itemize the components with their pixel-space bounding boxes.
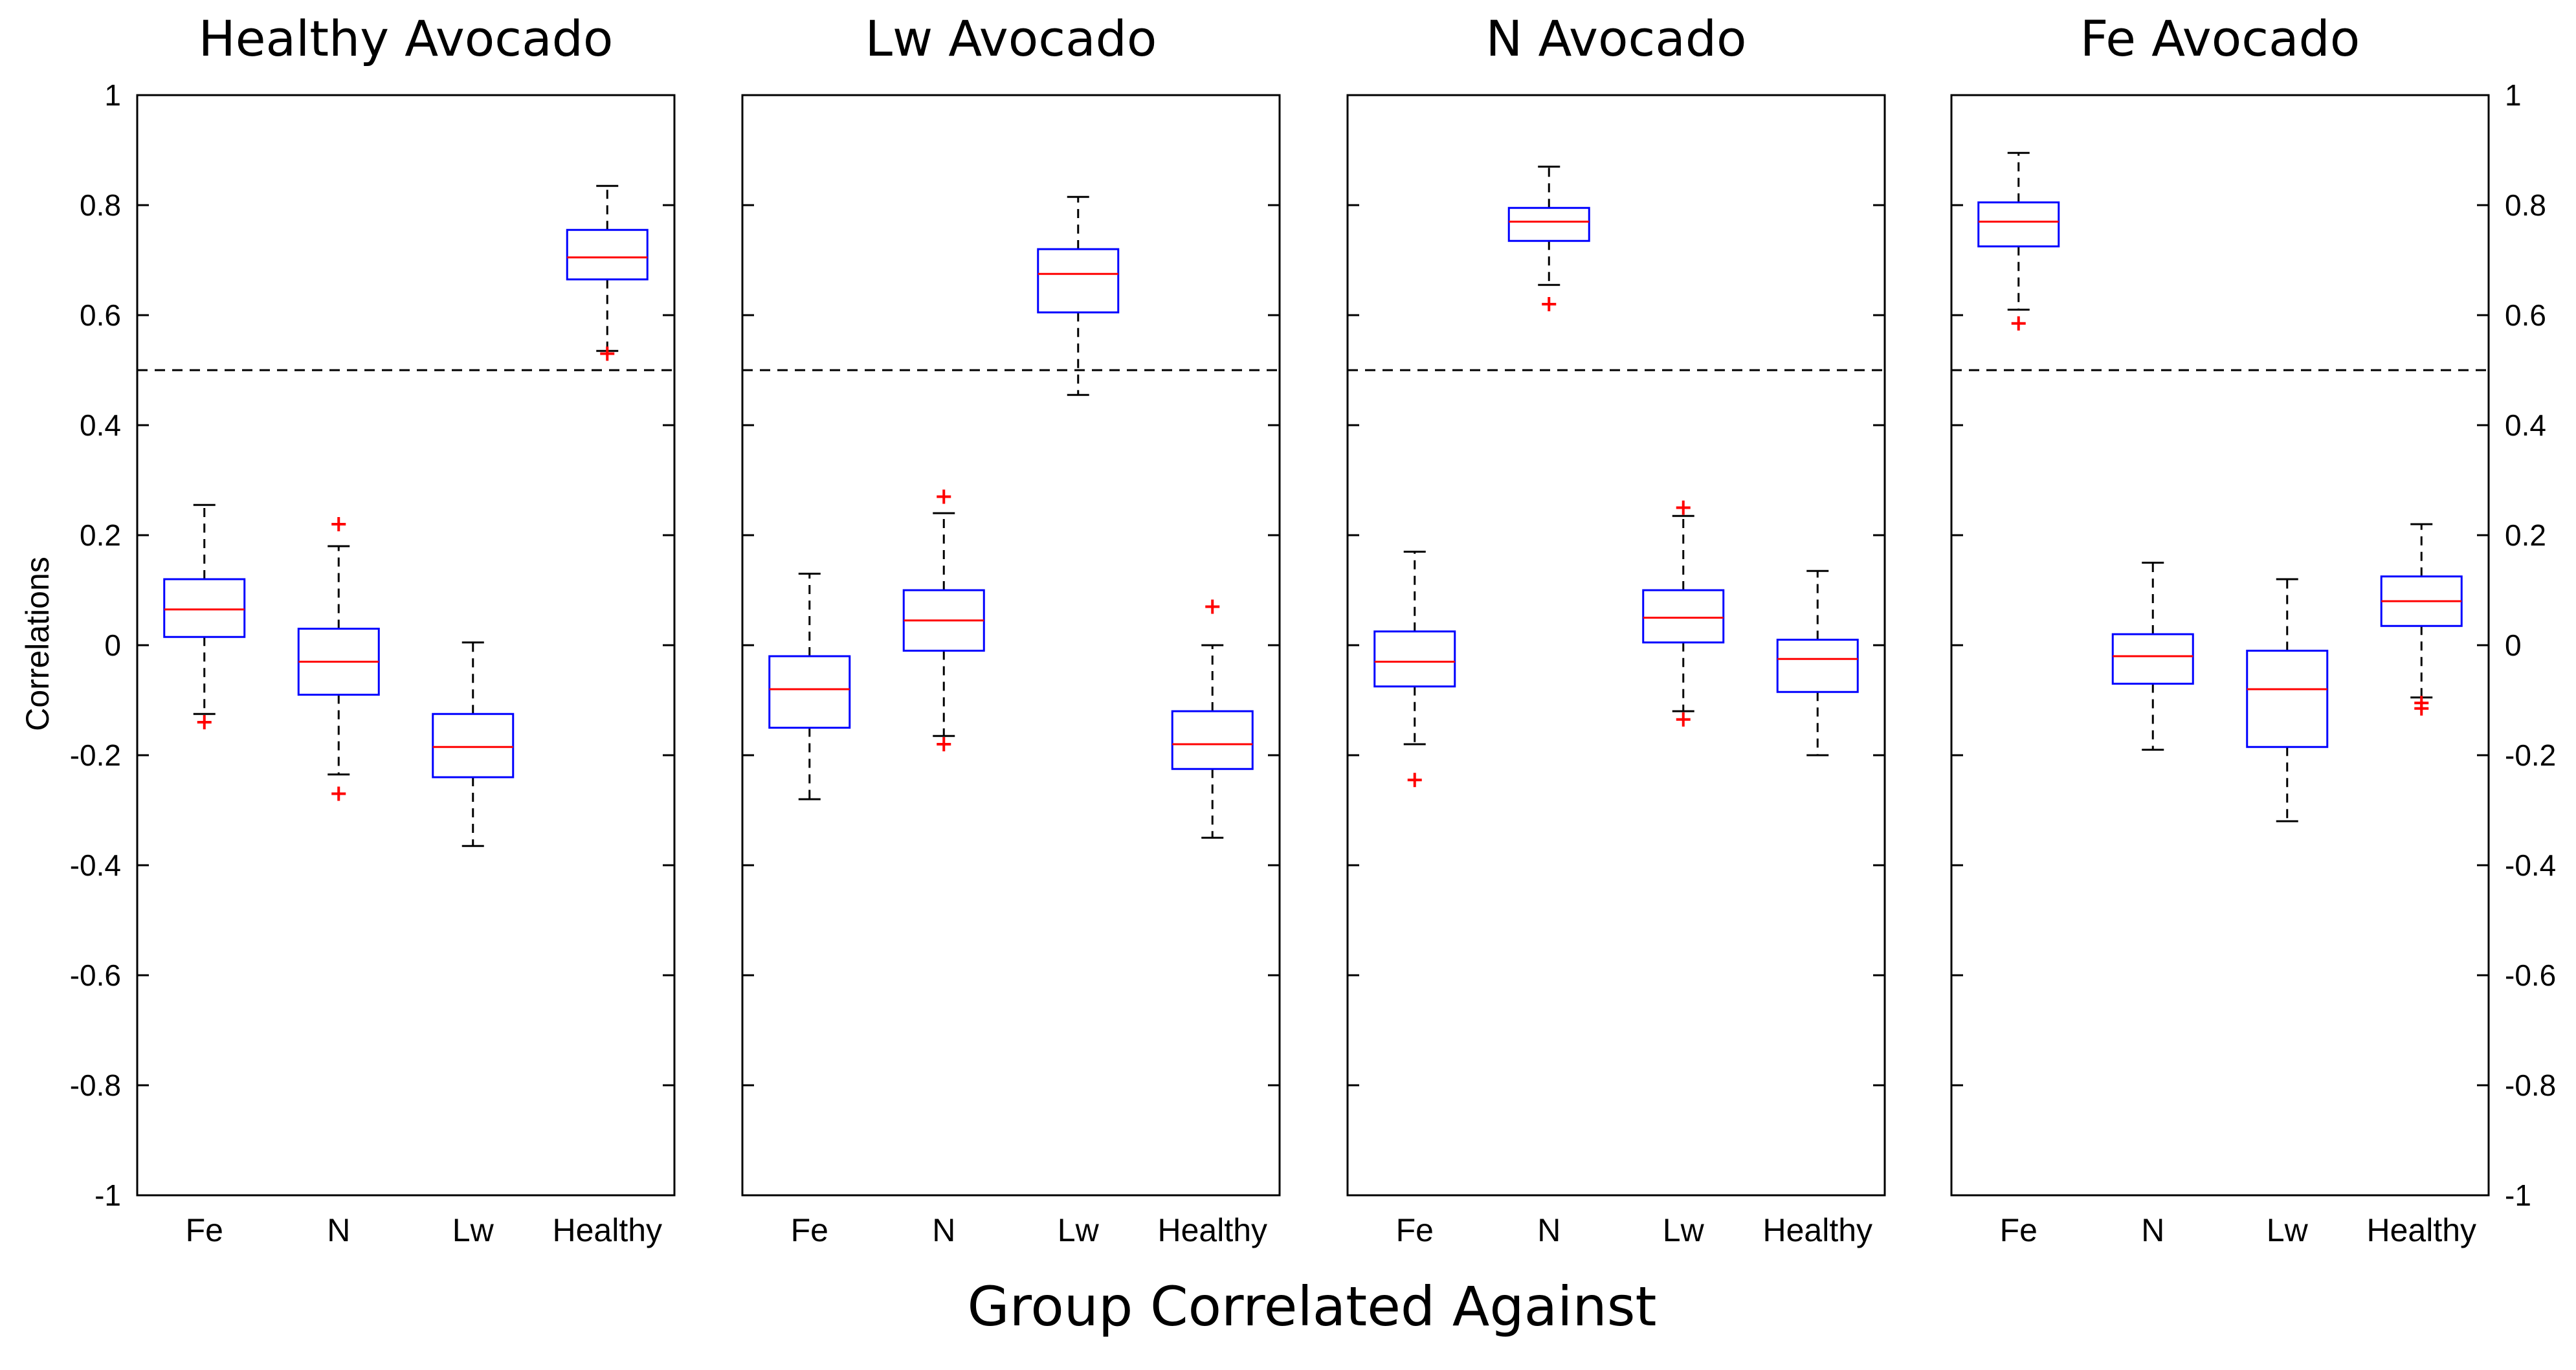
outlier-marker: [1542, 297, 1557, 311]
panel-title: Lw Avocado: [865, 10, 1157, 67]
axes-frame: [1346, 94, 1886, 1197]
category-label-n: N: [327, 1212, 350, 1248]
outlier-marker: [331, 517, 346, 531]
y-tick-label-right: -0.8: [2505, 1068, 2556, 1102]
y-tick-label-right: 0.2: [2505, 518, 2546, 552]
category-label-lw: Lw: [2267, 1212, 2309, 1248]
iqr-box: [432, 713, 515, 779]
outlier-marker: [937, 489, 951, 504]
outlier-marker: [197, 715, 212, 729]
iqr-box: [1776, 639, 1859, 693]
panel-4: Fe Avocado 1 0.8 0.6 0.4 0.2 0 -0.2 -0.4 -0.6 -0.8…: [1950, 10, 2556, 1248]
category-label-fe: Fe: [1396, 1212, 1434, 1248]
box-healthy: [1776, 569, 1859, 757]
category-label-healthy: Healthy: [2366, 1212, 2476, 1248]
x-axis-label: Group Correlated Against: [968, 1275, 1657, 1338]
outlier-marker: [2414, 701, 2429, 716]
iqr-box: [2246, 650, 2329, 748]
box-fe: [1373, 551, 1456, 788]
iqr-box: [768, 655, 851, 729]
y-tick-label-left: 0.4: [80, 408, 121, 442]
box-n: [1507, 166, 1590, 311]
y-tick-label-right: -1: [2505, 1178, 2531, 1212]
box-healthy: [566, 184, 649, 361]
box-fe: [1977, 151, 2060, 331]
panel-title: N Avocado: [1485, 10, 1746, 67]
outlier-marker: [331, 786, 346, 801]
category-label-healthy: Healthy: [1762, 1212, 1872, 1248]
iqr-box: [1977, 201, 2060, 248]
y-tick-label-left: -0.8: [70, 1068, 121, 1102]
panel-1: Healthy Avocado 1 0.8 0.6 0.4 0.2 0 -0.2 -0.4 -0.…: [70, 10, 676, 1248]
y-tick-label-right: -0.4: [2505, 848, 2556, 882]
axes-frame: [741, 94, 1281, 1197]
iqr-box: [1171, 710, 1254, 770]
category-label-fe: Fe: [791, 1212, 828, 1248]
category-label-lw: Lw: [1058, 1212, 1100, 1248]
y-tick-label-left: 0.6: [80, 298, 121, 332]
category-label-healthy: Healthy: [1157, 1212, 1267, 1248]
category-label-fe: Fe: [2000, 1212, 2037, 1248]
iqr-box: [1373, 630, 1456, 688]
iqr-box: [1642, 589, 1725, 644]
box-lw: [432, 641, 515, 847]
y-tick-label-left: 0.2: [80, 518, 121, 552]
y-tick-label-right: -0.6: [2505, 958, 2556, 992]
iqr-box: [566, 228, 649, 281]
panel-3: N Avocado Fe N Lw Healthy: [1346, 10, 1886, 1248]
category-label-n: N: [1537, 1212, 1560, 1248]
category-label-lw: Lw: [1663, 1212, 1705, 1248]
y-tick-label-right: 1: [2505, 78, 2522, 112]
outlier-marker: [937, 737, 951, 751]
iqr-box: [1037, 248, 1120, 314]
outlier-marker: [1205, 599, 1220, 614]
y-tick-label-right: -0.2: [2505, 738, 2556, 772]
box-healthy: [1171, 599, 1254, 839]
box-fe: [768, 573, 851, 801]
category-label-healthy: Healthy: [552, 1212, 662, 1248]
outlier-marker: [1676, 500, 1691, 515]
y-tick-label-left: 0.8: [80, 188, 121, 222]
panels-layer: Healthy Avocado 1 0.8 0.6 0.4 0.2 0 -0.2 -0.4 -0.…: [70, 10, 2557, 1248]
panel-2: Lw Avocado Fe N Lw Healthy: [741, 10, 1281, 1248]
y-tick-label-left: -1: [94, 1178, 121, 1212]
category-label-lw: Lw: [452, 1212, 494, 1248]
category-label-fe: Fe: [186, 1212, 223, 1248]
axes-frame: [136, 94, 676, 1197]
iqr-box: [163, 578, 246, 638]
axes-frame: [1950, 94, 2490, 1197]
y-axis-label: Correlations: [19, 557, 56, 731]
panel-title: Healthy Avocado: [199, 10, 614, 67]
y-tick-label-left: -0.4: [70, 848, 121, 882]
panel-title: Fe Avocado: [2080, 10, 2360, 67]
category-label-n: N: [932, 1212, 955, 1248]
box-n: [902, 489, 985, 751]
outlier-marker: [600, 346, 615, 361]
y-tick-label-right: 0: [2505, 628, 2522, 662]
box-lw: [1037, 195, 1120, 396]
box-lw: [2246, 578, 2329, 823]
outlier-marker: [2011, 316, 2026, 331]
y-tick-label-right: 0.4: [2505, 408, 2546, 442]
box-lw: [1642, 500, 1725, 727]
y-tick-label-left: -0.6: [70, 958, 121, 992]
y-tick-label-left: 0: [104, 628, 121, 662]
box-n: [2111, 562, 2194, 751]
y-tick-label-left: -0.2: [70, 738, 121, 772]
box-fe: [163, 503, 246, 729]
outlier-marker: [1407, 773, 1422, 788]
y-tick-label-right: 0.6: [2505, 298, 2546, 332]
y-tick-label-right: 0.8: [2505, 188, 2546, 222]
iqr-box: [2111, 633, 2194, 685]
box-healthy: [2380, 523, 2463, 716]
box-n: [297, 517, 380, 801]
outlier-marker: [1676, 712, 1691, 727]
y-tick-label-left: 1: [104, 78, 121, 112]
iqr-box: [1507, 206, 1590, 242]
category-label-n: N: [2141, 1212, 2164, 1248]
